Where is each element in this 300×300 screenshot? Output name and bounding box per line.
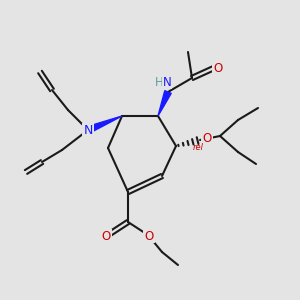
Text: O: O [202,133,211,146]
Text: N: N [163,76,171,88]
Text: rel: rel [193,143,203,152]
Text: H: H [154,76,164,88]
Text: O: O [144,230,154,242]
Text: O: O [213,61,223,74]
Polygon shape [87,116,122,133]
Text: N: N [83,124,93,136]
Text: O: O [101,230,111,242]
Polygon shape [158,91,171,116]
